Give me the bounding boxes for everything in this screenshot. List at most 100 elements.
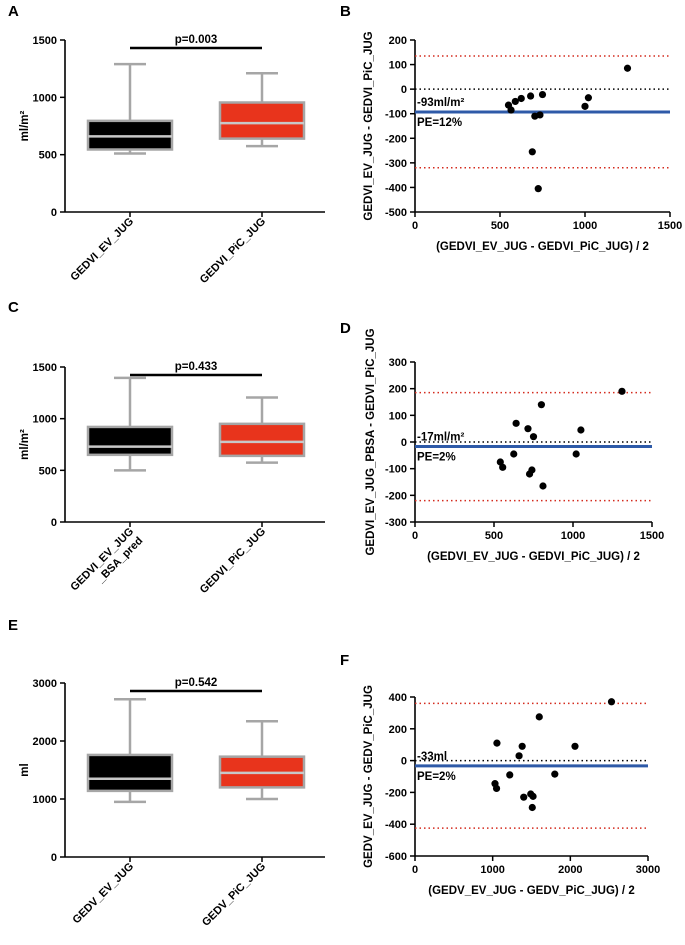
x-tick-label: 0 bbox=[412, 220, 418, 232]
data-point bbox=[518, 742, 526, 750]
data-point bbox=[571, 742, 579, 750]
data-point bbox=[572, 450, 580, 458]
category-label: GEDV_EV_JUG bbox=[71, 861, 137, 927]
panel-letter: F bbox=[340, 652, 349, 669]
panel-letter: D bbox=[340, 320, 351, 337]
x-tick-label: 3000 bbox=[636, 864, 660, 876]
y-tick-label: -100 bbox=[385, 464, 407, 476]
y-tick-label: 0 bbox=[51, 517, 57, 529]
y-axis-label: ml bbox=[19, 763, 31, 776]
box-2: GEDVI_PiC_JUG bbox=[198, 72, 306, 286]
data-point bbox=[584, 94, 593, 102]
category-label: GEDVI_PiC_JUG bbox=[198, 216, 268, 286]
box-1: GEDV_EV_JUG bbox=[71, 697, 174, 927]
box-1: GEDVI_EV_JUG bbox=[68, 62, 174, 284]
x-tick-label: 2000 bbox=[558, 864, 582, 876]
data-point bbox=[524, 425, 532, 433]
y-tick-label: -400 bbox=[385, 182, 407, 194]
p-value-label: p=0.542 bbox=[175, 677, 218, 689]
panel-d: D -300 -200 -100 0 100 200 300 GEDVI_EV_JUG_PBSA… bbox=[340, 320, 664, 563]
panel-c: C 0 500 1000 1500 ml/m² GEDVI_EV_JUG_BSA_pred G… bbox=[8, 299, 325, 603]
box-iqr bbox=[218, 101, 306, 140]
data-point bbox=[493, 739, 501, 747]
data-point bbox=[529, 433, 538, 441]
y-tick-label: 200 bbox=[389, 35, 407, 47]
data-point bbox=[581, 102, 589, 110]
x-axis-label: (GEDV_EV_JUG - GEDV_PiC_JUG) / 2 bbox=[428, 885, 634, 897]
y-tick-label: 3000 bbox=[33, 678, 57, 690]
panel-letter: E bbox=[8, 617, 18, 634]
y-axis-label: ml/m² bbox=[19, 429, 31, 460]
y-tick-label: 0 bbox=[401, 84, 407, 96]
box-2: GEDV_PiC_JUG bbox=[200, 720, 306, 929]
bias-label: -17ml/m² bbox=[417, 432, 464, 444]
x-axis-label: (GEDVI_EV_JUG - GEDVI_PiC_JUG) / 2 bbox=[427, 551, 640, 563]
pe-label: PE=2% bbox=[417, 452, 456, 464]
y-tick-label: 500 bbox=[39, 465, 57, 477]
pe-label: PE=12% bbox=[417, 117, 462, 129]
y-tick-label: 1000 bbox=[33, 414, 57, 426]
data-point bbox=[577, 426, 585, 434]
data-point bbox=[607, 698, 616, 706]
panel-a: A 0 500 1000 1500 ml/m² GEDVI_EV_JUG GEDVI_PiC_… bbox=[8, 3, 325, 286]
category-label-line: GEDV_PiC_JUG bbox=[200, 861, 268, 929]
data-point bbox=[515, 752, 523, 760]
x-tick-label: 0 bbox=[412, 530, 418, 542]
box-iqr bbox=[218, 422, 306, 458]
bias-label: -93ml/m² bbox=[417, 97, 464, 109]
data-point bbox=[551, 770, 559, 778]
y-tick-label: 300 bbox=[389, 357, 407, 369]
y-tick-label: -500 bbox=[385, 207, 407, 219]
panel-letter: B bbox=[340, 3, 351, 20]
data-point bbox=[537, 401, 546, 409]
y-tick-label: 1000 bbox=[33, 92, 57, 104]
y-tick-label: 100 bbox=[389, 60, 407, 72]
data-point bbox=[618, 387, 626, 395]
pe-label: PE=2% bbox=[417, 771, 456, 783]
data-point bbox=[520, 793, 528, 801]
y-tick-label: 400 bbox=[389, 692, 407, 704]
data-point bbox=[535, 713, 543, 721]
data-point bbox=[539, 482, 547, 490]
y-tick-label: 0 bbox=[401, 437, 407, 449]
p-value-label: p=0.433 bbox=[175, 361, 218, 373]
data-point bbox=[623, 64, 632, 72]
data-point bbox=[512, 419, 520, 427]
category-label: GEDVI_EV_JUG bbox=[68, 216, 136, 284]
bias-label: -33ml bbox=[417, 751, 447, 763]
y-axis-label: GEDVI_EV_JUG - GEDVI_PiC_JUG bbox=[363, 31, 375, 220]
box-iqr bbox=[86, 425, 174, 457]
data-point bbox=[536, 111, 544, 119]
panel-letter: A bbox=[8, 3, 19, 20]
y-tick-label: -100 bbox=[385, 109, 407, 121]
y-axis-label: ml/m² bbox=[19, 110, 31, 141]
y-tick-label: 0 bbox=[51, 207, 57, 219]
x-tick-label: 500 bbox=[491, 220, 509, 232]
data-point bbox=[511, 97, 519, 106]
y-tick-label: 0 bbox=[401, 756, 407, 768]
box-1: GEDVI_EV_JUG_BSA_pred bbox=[68, 376, 174, 603]
y-tick-label: 1500 bbox=[33, 35, 57, 47]
y-axis-label: GEDVI_EV_JUG_PBSA - GEDVI_PiC_JUG bbox=[365, 328, 377, 555]
panel-e: E 0 1000 2000 3000 ml GEDV_EV_JUG GEDV_PiC_JUG p… bbox=[8, 617, 325, 929]
data-point bbox=[499, 463, 507, 471]
panel-b: B -500 -400 -300 -200 -100 0 100 200 GEDVI_EV_JUG… bbox=[340, 3, 682, 253]
y-tick-label: 500 bbox=[39, 150, 57, 162]
y-tick-label: -600 bbox=[385, 851, 407, 863]
data-point bbox=[506, 771, 514, 779]
data-point bbox=[507, 106, 515, 114]
y-tick-label: -200 bbox=[385, 787, 407, 799]
x-tick-label: 1000 bbox=[480, 864, 504, 876]
box-iqr bbox=[86, 753, 174, 793]
box-2: GEDVI_PiC_JUG bbox=[198, 396, 306, 596]
data-point bbox=[510, 450, 518, 458]
data-point bbox=[527, 92, 535, 100]
y-tick-label: -300 bbox=[385, 517, 407, 529]
category-label: GEDVI_EV_JUG_BSA_pred bbox=[68, 526, 145, 603]
y-axis-label: GEDV_EV_JUG - GEDV_PiC_JUG bbox=[363, 685, 375, 868]
y-tick-label: 0 bbox=[51, 852, 57, 864]
data-point bbox=[528, 803, 536, 812]
panel-letter: C bbox=[8, 299, 19, 316]
data-point bbox=[534, 185, 542, 193]
